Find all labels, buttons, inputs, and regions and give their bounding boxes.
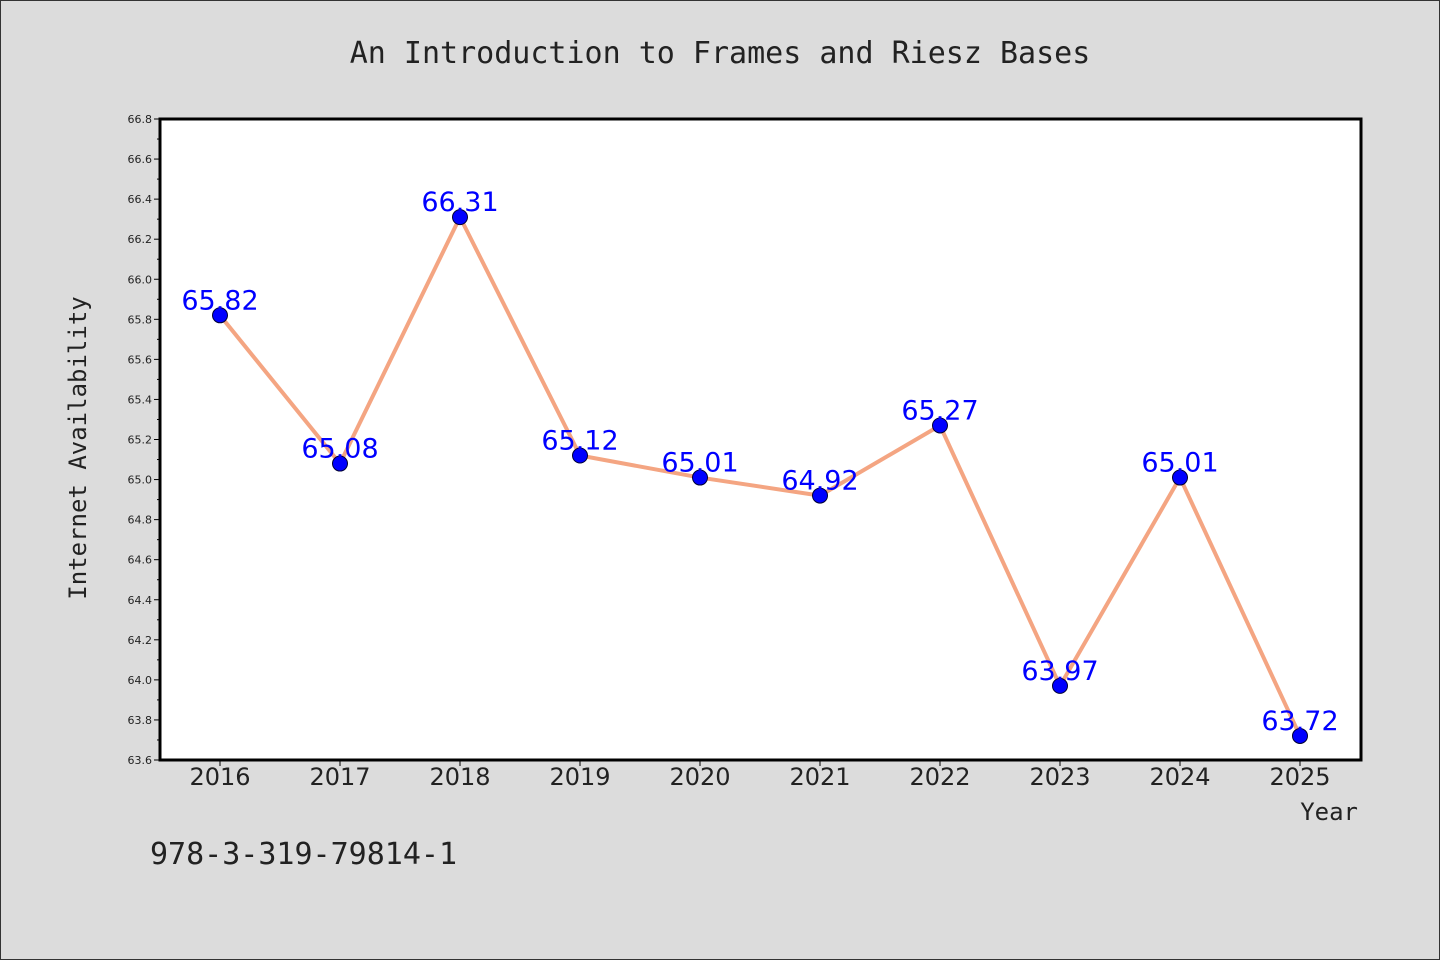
data-point [812,487,828,504]
y-tick-label: 63.8 [128,714,153,727]
data-label: 65.27 [901,395,978,426]
x-tick-label: 2019 [549,763,610,791]
data-point [932,417,948,434]
y-tick-label: 66.0 [128,273,153,286]
data-point [692,469,708,486]
data-point [1292,727,1308,744]
isbn-text: 978-3-319-79814-1 [150,837,457,872]
y-tick-label: 66.8 [128,113,153,126]
data-labels-group: 65.82 65.08 66.31 65.12 65.01 64.92 65.27 63.97… [181,187,1338,737]
x-tick-label: 2023 [1029,763,1090,791]
y-axis: 63.6 63.8 64.0 64.2 64.4 64.6 64.8 65.0 65.2 65.4… [128,113,160,767]
series-line-group [218,215,1302,738]
y-tick-label: 65.2 [128,434,153,447]
data-point [452,209,468,226]
x-tick-label: 2022 [909,763,970,791]
x-axis-label: Year [1300,798,1358,826]
y-tick-label: 65.4 [128,393,153,406]
y-tick-label: 64.2 [128,634,153,647]
y-tick-label: 63.6 [128,754,153,767]
y-tick-label: 65.0 [128,474,153,487]
data-point [1172,469,1188,486]
y-tick-label: 66.4 [128,193,153,206]
plot-area [158,117,1363,762]
data-label: 65.12 [541,426,618,457]
data-point [212,307,228,324]
data-label: 64.92 [781,466,858,497]
series-line [218,215,1302,738]
data-label: 65.82 [181,285,258,316]
y-tick-label: 64.0 [128,674,153,687]
data-point [332,455,348,472]
x-tick-label: 2024 [1149,763,1210,791]
x-tick-label: 2017 [309,763,370,791]
data-label: 66.31 [421,187,498,218]
data-label: 65.01 [661,448,738,479]
y-tick-label: 65.6 [128,353,153,366]
x-tick-label: 2025 [1269,763,1330,791]
data-label: 63.97 [1021,656,1098,687]
x-tick-label: 2021 [789,763,850,791]
y-tick-label: 66.2 [128,233,153,246]
data-label: 65.01 [1141,448,1218,479]
markers-group [212,209,1308,744]
data-point [572,447,588,464]
x-tick-label: 2016 [189,763,250,791]
data-label: 65.08 [301,434,378,465]
data-label: 63.72 [1261,706,1338,737]
y-tick-label: 64.6 [128,554,153,567]
x-tick-label: 2020 [669,763,730,791]
y-tick-label: 64.8 [128,514,153,527]
chart-title: An Introduction to Frames and Riesz Base… [350,36,1091,71]
x-tick-label: 2018 [429,763,490,791]
y-tick-label: 65.8 [128,313,153,326]
y-axis-label: Internet Availability [64,296,92,599]
data-point [1052,677,1068,694]
x-axis: 2016 2017 2018 2019 2020 2021 2022 2023 2024 2025 [189,760,1331,791]
y-tick-label: 66.6 [128,153,153,166]
y-tick-label: 64.4 [128,594,153,607]
